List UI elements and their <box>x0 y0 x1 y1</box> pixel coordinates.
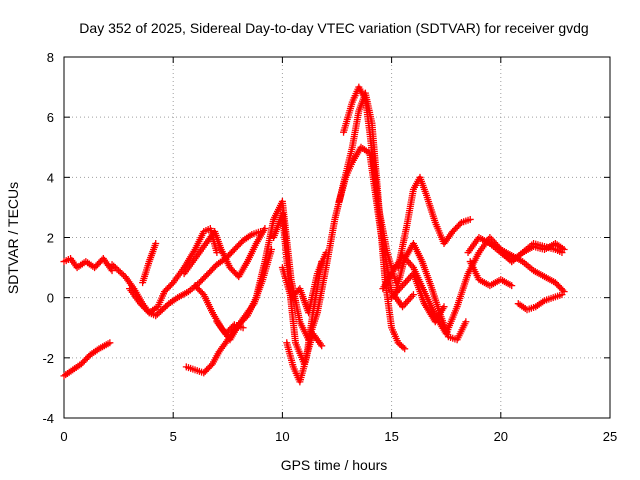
data-point <box>242 313 250 321</box>
series-track-v <box>514 291 566 314</box>
y-tick-label: -2 <box>42 351 54 366</box>
data-point <box>162 303 170 311</box>
data-point <box>198 289 206 297</box>
data-point <box>106 339 114 347</box>
data-point <box>239 324 247 332</box>
data-point <box>153 310 161 318</box>
tick-labels: 0 5 10 15 20 25 -4 -2 0 2 4 6 8 <box>42 50 617 444</box>
data-point <box>160 304 168 312</box>
x-tick-label: 0 <box>60 429 67 444</box>
series-track-e <box>139 240 160 287</box>
series-track-p <box>394 173 474 272</box>
data-point <box>406 260 414 268</box>
data-point <box>108 261 116 269</box>
data-point <box>397 342 405 350</box>
data-point <box>402 299 410 307</box>
series-track-f <box>180 224 269 281</box>
data-point <box>403 298 411 306</box>
data-point <box>466 215 474 223</box>
y-tick-label: 4 <box>47 170 54 185</box>
data-point <box>118 270 126 278</box>
y-tick-label: -4 <box>42 411 54 426</box>
data-point <box>157 307 165 315</box>
axis-ticks <box>63 56 611 419</box>
data-point <box>108 267 116 275</box>
data-point <box>158 306 166 314</box>
data-point <box>408 292 416 300</box>
data-point <box>405 296 413 304</box>
y-tick-label: 6 <box>47 110 54 125</box>
x-tick-label: 15 <box>384 429 398 444</box>
y-tick-label: 2 <box>47 231 54 246</box>
data-point <box>405 275 413 283</box>
data-point <box>213 249 221 257</box>
data-point <box>111 264 119 272</box>
data-point <box>115 267 123 275</box>
data-point <box>462 318 470 326</box>
data-point <box>110 262 118 270</box>
series-track-b <box>60 339 114 380</box>
series-track-l <box>283 258 326 386</box>
series-track-r <box>388 270 448 326</box>
data-point <box>406 294 414 302</box>
x-axis-label: GPS time / hours <box>281 457 388 473</box>
data-point <box>396 340 404 348</box>
data-point <box>322 249 330 257</box>
data-point <box>116 268 124 276</box>
data-point <box>113 265 121 273</box>
data-point <box>399 343 407 351</box>
series-track-a <box>60 255 116 275</box>
y-axis-label: SDTVAR / TECUs <box>5 182 21 294</box>
data-point <box>560 246 568 254</box>
data-point <box>558 291 566 299</box>
chart-title: Day 352 of 2025, Sidereal Day-to-day VTE… <box>79 20 588 36</box>
data-points <box>60 83 568 386</box>
data-point <box>409 291 417 299</box>
series-track-m <box>340 83 400 287</box>
data-point <box>152 240 160 248</box>
y-tick-label: 0 <box>47 291 54 306</box>
data-point <box>402 278 410 286</box>
x-tick-label: 10 <box>275 429 289 444</box>
data-point <box>152 312 160 320</box>
data-point <box>155 309 163 317</box>
x-tick-label: 5 <box>170 429 177 444</box>
data-point <box>401 345 409 353</box>
series-track-d <box>126 224 221 317</box>
x-tick-label: 20 <box>494 429 508 444</box>
data-point <box>261 224 269 232</box>
data-point <box>559 286 567 294</box>
grid-lines <box>64 57 610 418</box>
data-point <box>456 220 464 228</box>
x-tick-label: 25 <box>603 429 617 444</box>
series-track-u <box>486 240 568 266</box>
data-point <box>318 342 326 350</box>
series-track-i <box>213 318 247 338</box>
data-point <box>508 282 516 290</box>
data-point <box>207 361 215 369</box>
data-point <box>394 339 402 347</box>
y-tick-label: 8 <box>47 50 54 65</box>
data-point <box>318 258 326 266</box>
series-track-t <box>466 258 516 290</box>
data-point <box>403 276 411 284</box>
data-point <box>440 303 448 311</box>
